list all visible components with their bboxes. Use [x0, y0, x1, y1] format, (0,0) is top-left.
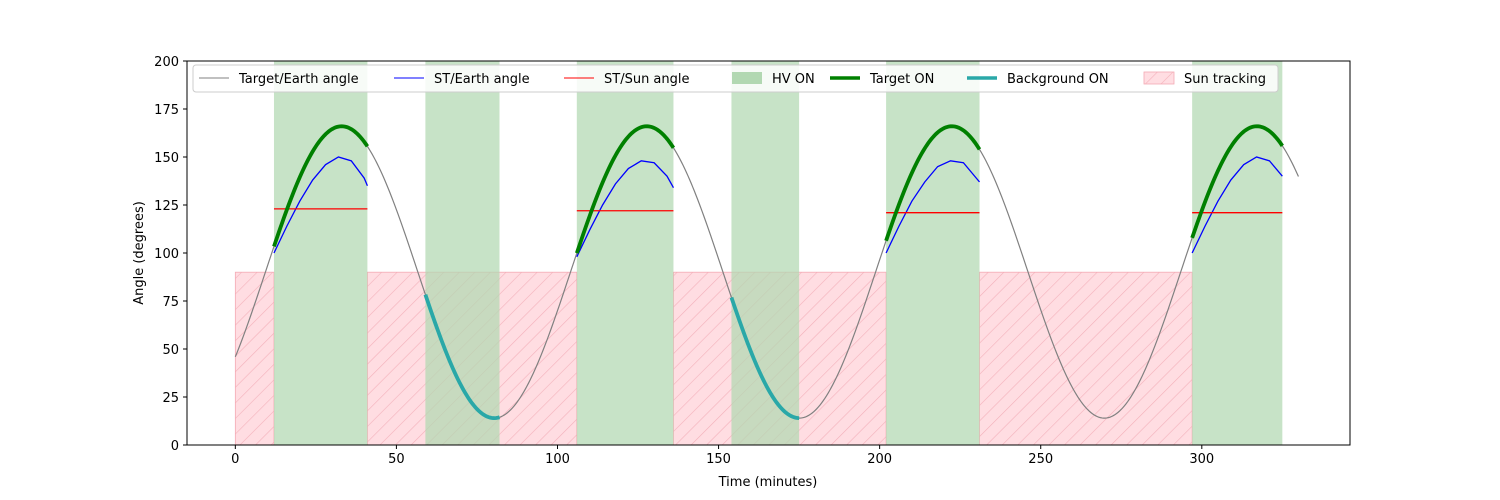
y-tick-label: 100 — [154, 247, 179, 262]
legend-label: Target ON — [869, 72, 934, 87]
st-earth-angle-line — [576, 160, 675, 258]
legend-label: HV ON — [772, 72, 815, 87]
legend-label: ST/Earth angle — [434, 72, 530, 87]
sun-tracking-region — [979, 271, 1193, 446]
y-tick-label: 125 — [154, 199, 179, 214]
sun-tracking-region — [234, 271, 275, 446]
x-tick-label: 200 — [867, 452, 892, 467]
y-axis-label: Angle (degrees) — [132, 201, 147, 305]
background-on-segment — [729, 296, 800, 421]
legend-label: Sun tracking — [1184, 72, 1266, 87]
legend: Target/Earth angle ST/Earth angle ST/Sun a… — [192, 64, 1279, 93]
legend-label: ST/Sun angle — [604, 72, 690, 87]
y-tick-label: 200 — [154, 55, 179, 70]
x-tick-label: 250 — [1028, 452, 1053, 467]
hv-on-band — [1192, 61, 1283, 445]
y-tick-label: 175 — [154, 103, 179, 118]
legend-swatch — [732, 72, 762, 84]
hv-on-band — [576, 61, 674, 445]
x-tick-label: 150 — [706, 452, 731, 467]
legend-label: Background ON — [1007, 72, 1109, 87]
y-tick-label: 25 — [162, 391, 179, 406]
y-tick-label: 75 — [162, 295, 179, 310]
target-on-segment — [884, 124, 982, 242]
x-axis-label: Time (minutes) — [718, 475, 818, 490]
target-on-segment — [1190, 124, 1284, 239]
st-earth-angle-line — [273, 156, 369, 254]
target-on-segment — [272, 124, 369, 248]
plot-area — [234, 61, 1299, 446]
y-tick-label: 50 — [162, 343, 179, 358]
x-tick-label: 50 — [388, 452, 405, 467]
hv-on-band — [425, 61, 500, 445]
y-tick-label: 150 — [154, 151, 179, 166]
y-tick-label: 0 — [171, 439, 179, 454]
target-on-segment — [575, 124, 676, 254]
hv-on-band — [886, 61, 980, 445]
st-earth-angle-line — [1191, 156, 1283, 254]
st-earth-angle-line — [885, 160, 981, 254]
background-on-segment — [423, 294, 501, 421]
x-tick-label: 300 — [1189, 452, 1214, 467]
legend-swatch — [1143, 71, 1175, 85]
x-tick-label: 100 — [545, 452, 570, 467]
legend-label: Target/Earth angle — [238, 72, 359, 87]
x-tick-label: 0 — [231, 452, 239, 467]
hv-on-band — [273, 61, 368, 445]
axes: 0 50 100 150 200 250 300 0 25 50 75 100 125 150 175 200 — [154, 55, 1351, 467]
